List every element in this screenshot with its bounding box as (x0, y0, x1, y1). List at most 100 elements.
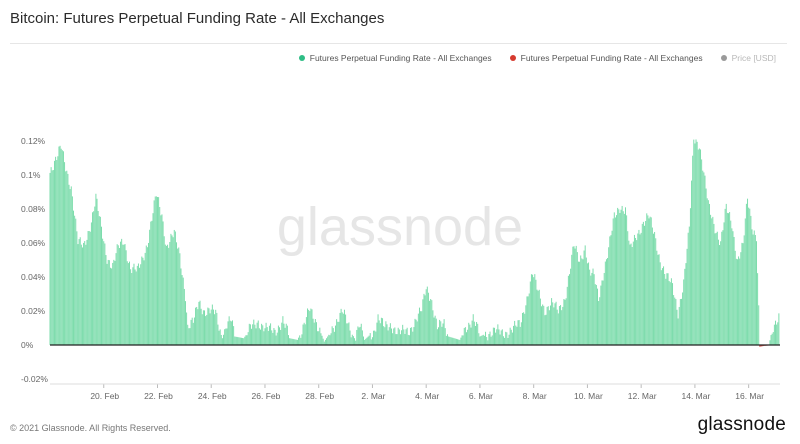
bar (75, 218, 77, 345)
bar (519, 326, 521, 345)
bar (50, 167, 52, 345)
bar (292, 338, 294, 345)
bar (228, 316, 230, 345)
bar (251, 328, 253, 345)
bar (738, 256, 740, 345)
bar (180, 268, 182, 345)
bar (120, 241, 122, 345)
watermark: glassnode (277, 197, 523, 257)
legend-item-price[interactable]: Price [USD] (720, 53, 776, 63)
bar (435, 318, 437, 345)
bar (327, 336, 329, 345)
bar (69, 189, 71, 345)
bar (51, 170, 53, 345)
bar (118, 247, 120, 345)
bar (70, 186, 72, 345)
bar (726, 212, 728, 345)
bar (293, 339, 295, 345)
bar (102, 238, 104, 345)
bar (319, 327, 321, 345)
bar (749, 208, 751, 345)
bar (320, 333, 322, 345)
bar (474, 325, 476, 345)
bar (438, 327, 440, 345)
bar (249, 324, 251, 345)
legend-item-funding-positive[interactable]: Futures Perpetual Funding Rate - All Exc… (298, 53, 492, 63)
bar (588, 262, 590, 345)
bar (378, 320, 380, 345)
bar (192, 322, 194, 345)
brand-logo: glassnode (697, 414, 786, 435)
bar (452, 337, 454, 345)
x-tick-label: 26. Feb (252, 391, 281, 401)
bar (165, 245, 167, 345)
bar (114, 260, 116, 345)
bar (661, 268, 663, 345)
bar (598, 301, 600, 345)
bar (523, 312, 525, 345)
legend-item-funding-negative[interactable]: Futures Perpetual Funding Rate - All Exc… (509, 53, 703, 63)
bar (461, 335, 463, 345)
bar (677, 318, 679, 345)
bar (420, 311, 422, 345)
bar (335, 325, 337, 345)
bar (326, 338, 328, 345)
bar (371, 337, 373, 345)
bar (105, 255, 107, 345)
bar (585, 257, 587, 345)
bar (303, 322, 305, 345)
bar (329, 335, 331, 345)
bar (113, 259, 115, 345)
bar (591, 272, 593, 345)
bar (186, 312, 188, 345)
bar (616, 215, 618, 345)
bar (92, 212, 94, 345)
bar (206, 314, 208, 345)
bar (413, 327, 415, 345)
bar (197, 309, 199, 345)
bar (473, 321, 475, 345)
bar (204, 310, 206, 345)
bar (155, 196, 157, 345)
bar (141, 256, 143, 345)
bar (742, 243, 744, 345)
bar (469, 324, 471, 345)
x-tick-label: 14. Mar (681, 391, 710, 401)
bar (724, 208, 726, 345)
bar (628, 240, 630, 345)
bar (517, 320, 519, 345)
bar (712, 216, 714, 345)
bar (629, 244, 631, 345)
bar (686, 248, 688, 345)
bar (143, 260, 145, 345)
bar (281, 322, 283, 345)
bar (725, 203, 727, 345)
bar (668, 281, 670, 345)
bar (524, 313, 526, 345)
bar (582, 259, 584, 345)
bar (221, 338, 223, 345)
bar (273, 328, 275, 345)
bar (196, 306, 198, 345)
bar (330, 333, 332, 345)
bar (499, 334, 501, 345)
bar (621, 205, 623, 345)
bar (366, 337, 368, 345)
bar (240, 337, 242, 345)
bar (460, 337, 462, 345)
bar (352, 336, 354, 345)
bar (124, 244, 126, 345)
bar (700, 149, 702, 345)
bar (159, 206, 161, 345)
bar (730, 220, 732, 345)
x-tick-label: 24. Feb (198, 391, 227, 401)
bar (364, 339, 366, 345)
bar (346, 323, 348, 345)
bar (153, 200, 155, 345)
bar (630, 243, 632, 345)
bar (727, 213, 729, 345)
bar (315, 322, 317, 345)
bar (357, 326, 359, 345)
bar (515, 325, 517, 345)
bar (476, 321, 478, 345)
